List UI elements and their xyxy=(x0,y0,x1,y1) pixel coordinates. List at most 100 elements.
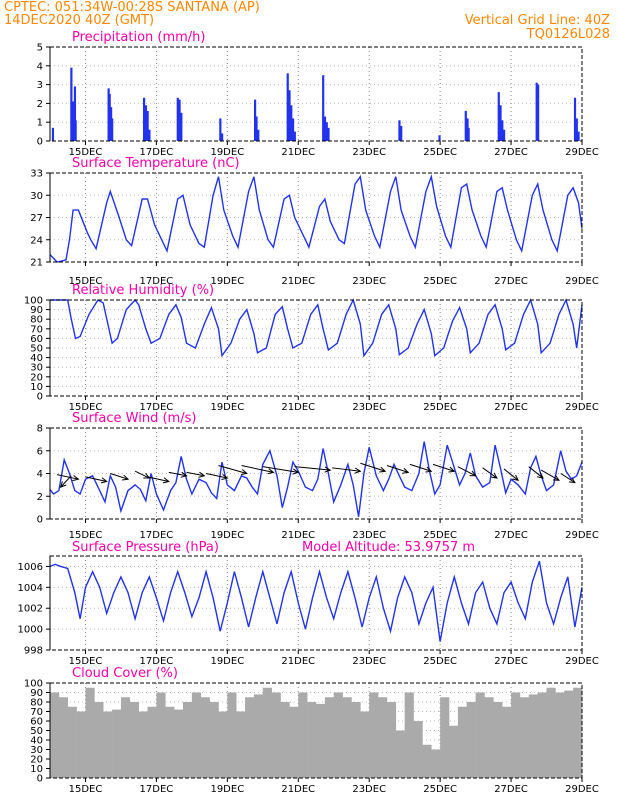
cloud-bar xyxy=(307,702,317,778)
cloud-bar xyxy=(431,749,441,778)
y-tick-label: 27 xyxy=(30,213,43,224)
precip-bar xyxy=(537,84,540,141)
cloud-bar xyxy=(475,692,485,778)
cloud-bar xyxy=(422,744,432,778)
wind-vector-head xyxy=(354,467,362,474)
y-tick-label: 2 xyxy=(37,99,43,110)
precip-bar xyxy=(502,129,506,141)
header-grid-line: Vertical Grid Line: 40Z xyxy=(465,13,610,28)
wind-vector xyxy=(540,469,560,481)
cloud-bar xyxy=(449,725,459,778)
panel-0: 0 1 2 3 4 5 15DEC 17DEC 19DEC 21DEC 23DEC 25DEC 27DE… xyxy=(37,30,599,158)
y-tick-label: 10 xyxy=(30,764,43,775)
wind-vector xyxy=(482,467,498,479)
precip-bar xyxy=(291,118,295,141)
wind-vector-head xyxy=(469,470,477,477)
y-tick-label: 60 xyxy=(30,334,43,345)
x-tick-label: 23DEC xyxy=(352,656,386,667)
x-tick-label: 21DEC xyxy=(281,656,315,667)
y-tick-label: 70 xyxy=(30,324,43,335)
series-line xyxy=(50,298,583,358)
precip-bar xyxy=(72,101,75,141)
y-tick-label: 0 xyxy=(37,392,43,403)
precip-bar xyxy=(438,135,441,141)
wind-vector xyxy=(294,466,331,471)
wind-vector-head xyxy=(568,477,576,484)
cloud-bar xyxy=(271,692,281,778)
wind-vector-head xyxy=(292,468,300,475)
cloud-bar xyxy=(174,709,184,778)
y-tick-label: 1000 xyxy=(18,625,43,636)
cloud-bar xyxy=(94,702,104,778)
wind-vector-head xyxy=(490,472,498,479)
y-tick-label: 90 xyxy=(30,305,43,316)
wind-vector-head xyxy=(143,473,151,479)
cloud-bar xyxy=(112,709,122,778)
wind-vector xyxy=(331,467,361,472)
cloud-bar xyxy=(360,711,370,778)
cloud-bar xyxy=(76,711,86,778)
precip-bar xyxy=(464,110,467,141)
precip-bar xyxy=(400,125,403,141)
cloud-bar xyxy=(546,687,556,778)
precip-bar xyxy=(146,110,149,141)
cloud-bar xyxy=(227,692,237,778)
cloud-bar xyxy=(289,706,299,778)
panel-title: Surface Pressure (hPa) xyxy=(72,540,219,555)
wind-vector xyxy=(560,473,576,484)
y-tick-label: 30 xyxy=(30,745,43,756)
precip-bar xyxy=(70,67,73,141)
precip-bar xyxy=(108,94,111,141)
cloud-bar xyxy=(147,706,157,778)
wind-vector xyxy=(386,465,409,473)
wind-vector-head xyxy=(162,477,170,484)
x-tick-label: 19DEC xyxy=(210,276,244,287)
y-tick-label: 90 xyxy=(30,688,43,699)
x-tick-label: 23DEC xyxy=(352,276,386,287)
x-tick-label: 25DEC xyxy=(423,402,457,413)
x-tick-label: 27DEC xyxy=(494,530,528,541)
cloud-bar xyxy=(103,711,113,778)
cloud-bar xyxy=(342,697,352,778)
cloud-bar xyxy=(129,702,139,778)
cloud-bar xyxy=(138,711,148,778)
panel-frame xyxy=(49,555,583,651)
panel-title: Precipitation (mm/h) xyxy=(72,30,205,45)
precip-bar xyxy=(327,127,330,141)
y-tick-label: 20 xyxy=(30,755,43,766)
x-tick-label: 19DEC xyxy=(210,530,244,541)
x-tick-label: 19DEC xyxy=(210,402,244,413)
panel-3: 0 2 4 6 8 15DEC 17DEC 19DEC 21DEC 23DEC 25DEC 27DEC… xyxy=(37,411,599,541)
wind-vector xyxy=(186,471,205,477)
x-tick-label: 21DEC xyxy=(281,276,315,287)
precip-bar xyxy=(176,97,179,141)
y-tick-label: 5 xyxy=(37,43,43,54)
precip-bar xyxy=(499,105,502,141)
cloud-bar xyxy=(466,702,476,778)
cloud-bar xyxy=(298,692,308,778)
wind-vector-head xyxy=(180,471,188,478)
wind-vector xyxy=(110,473,129,480)
precip-bar xyxy=(323,116,327,141)
cloud-bar xyxy=(50,692,60,778)
x-tick-label: 27DEC xyxy=(494,147,528,158)
precip-bar xyxy=(286,73,289,141)
y-tick-label: 1002 xyxy=(18,604,43,615)
cloud-bar xyxy=(413,721,423,778)
x-tick-label: 25DEC xyxy=(423,147,457,158)
x-tick-label: 15DEC xyxy=(69,402,103,413)
wind-vector-head xyxy=(240,469,248,476)
y-tick-label: 24 xyxy=(30,235,43,246)
wind-vector xyxy=(168,471,187,477)
x-tick-label: 25DEC xyxy=(423,276,457,287)
x-tick-label: 27DEC xyxy=(494,784,528,795)
precip-bar xyxy=(577,131,580,141)
wind-vector xyxy=(241,465,274,473)
y-tick-label: 50 xyxy=(30,344,43,355)
cloud-bar xyxy=(85,687,95,778)
y-tick-label: 40 xyxy=(30,353,43,364)
cloud-bar xyxy=(67,706,77,778)
y-tick-label: 0 xyxy=(37,515,43,526)
y-tick-label: 6 xyxy=(37,446,43,457)
